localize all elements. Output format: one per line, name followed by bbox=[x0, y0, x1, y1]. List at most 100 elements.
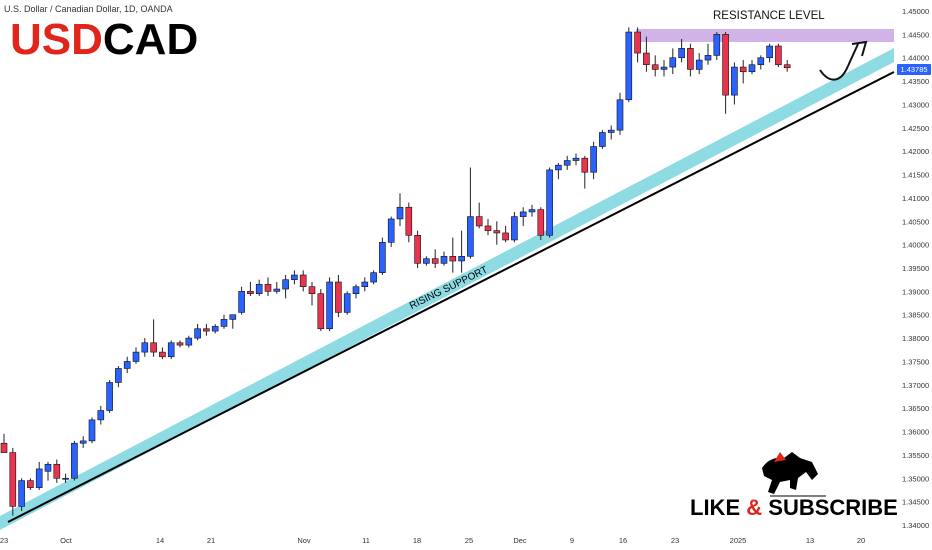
price-tick-label: 1.35500 bbox=[902, 451, 929, 460]
bullish-candle bbox=[669, 57, 677, 68]
bearish-candle bbox=[493, 230, 501, 234]
arrow-up-icon-head bbox=[847, 43, 859, 67]
bearish-candle bbox=[150, 342, 157, 353]
bullish-candle bbox=[607, 129, 615, 133]
time-tick-label: 9 bbox=[570, 536, 574, 545]
price-tick-label: 1.38500 bbox=[902, 311, 929, 320]
pair-title: USDCAD bbox=[10, 18, 198, 62]
bearish-candle bbox=[264, 284, 272, 292]
bullish-candle bbox=[370, 272, 377, 283]
bullish-candle bbox=[423, 258, 430, 264]
bullish-candle bbox=[44, 463, 52, 472]
bullish-candle bbox=[713, 34, 721, 56]
bearish-candle bbox=[9, 452, 17, 507]
bullish-candle bbox=[18, 480, 25, 507]
price-tick-label: 1.44000 bbox=[902, 54, 929, 63]
bullish-candle bbox=[291, 274, 298, 280]
bearish-candle bbox=[335, 281, 342, 313]
time-tick-label: 21 bbox=[207, 536, 215, 545]
price-tick-label: 1.42500 bbox=[902, 124, 929, 133]
cta-amp: & bbox=[746, 495, 763, 520]
resistance-label: RESISTANCE LEVEL bbox=[713, 10, 825, 22]
bearish-candle bbox=[247, 291, 254, 295]
bearish-candle bbox=[502, 232, 509, 241]
price-tick-label: 1.41000 bbox=[902, 194, 929, 203]
bearish-candle bbox=[475, 216, 483, 227]
bullish-candle bbox=[211, 326, 219, 332]
time-tick-label: Dec bbox=[513, 536, 527, 545]
bearish-candle bbox=[53, 463, 61, 479]
time-tick-label: Nov bbox=[297, 536, 311, 545]
bullish-candle bbox=[748, 64, 756, 73]
bullish-candle bbox=[704, 55, 712, 61]
rising-support-line bbox=[7, 71, 895, 523]
current-price-tag: 1.43785 bbox=[897, 64, 931, 75]
bullish-candle bbox=[572, 157, 580, 161]
time-tick-label: 2025 bbox=[730, 536, 747, 545]
candles-group bbox=[0, 27, 791, 516]
price-tick-label: 1.40500 bbox=[902, 217, 929, 226]
title-part-usd: USD bbox=[10, 15, 103, 64]
time-tick-label: 20 bbox=[857, 536, 865, 545]
price-tick-label: 1.37500 bbox=[902, 357, 929, 366]
bearish-candle bbox=[0, 442, 8, 453]
bearish-candle bbox=[449, 256, 457, 262]
bearish-candle bbox=[484, 225, 492, 231]
time-tick-label: 14 bbox=[156, 536, 164, 545]
bullish-candle bbox=[62, 477, 69, 480]
bullish-candle bbox=[766, 45, 773, 59]
bullish-candle bbox=[387, 218, 395, 243]
bullish-candle bbox=[123, 361, 131, 369]
bullish-candle bbox=[625, 31, 633, 101]
like-subscribe-banner[interactable]: LIKE & SUBSCRIBE bbox=[690, 497, 898, 519]
bearish-candle bbox=[203, 328, 210, 332]
bullish-candle bbox=[511, 216, 518, 241]
bearish-candle bbox=[405, 206, 413, 236]
time-axis[interactable]: 23 Oct 14 21 Nov 11 18 25 Dec 9 16 23 2025 13 20 bbox=[0, 536, 865, 545]
price-tick-label: 1.34500 bbox=[902, 498, 929, 507]
bearish-candle bbox=[431, 258, 439, 264]
time-tick-label: 16 bbox=[619, 536, 627, 545]
bullish-candle bbox=[678, 48, 685, 59]
time-tick-label: 25 bbox=[465, 536, 473, 545]
price-tick-label: 1.35000 bbox=[902, 474, 929, 483]
price-axis[interactable]: 1.45000 1.44500 1.44000 1.43500 1.43000 1.425… bbox=[902, 7, 929, 530]
cta-subscribe: SUBSCRIBE bbox=[768, 495, 898, 520]
bullish-candle bbox=[563, 160, 571, 166]
price-tick-label: 1.44500 bbox=[902, 30, 929, 39]
bullish-candle bbox=[106, 382, 113, 411]
bullish-candle bbox=[35, 468, 43, 488]
time-tick-label: 23 bbox=[0, 536, 8, 545]
arrow-head-shape bbox=[851, 40, 868, 57]
price-tick-label: 1.41500 bbox=[902, 171, 929, 180]
bullish-candle bbox=[167, 342, 175, 358]
price-tick-label: 1.43500 bbox=[902, 77, 929, 86]
price-tick-label: 1.39000 bbox=[902, 287, 929, 296]
bullish-candle bbox=[273, 288, 281, 292]
time-tick-label: 11 bbox=[362, 536, 370, 545]
bullish-candle bbox=[238, 291, 245, 313]
bearish-candle bbox=[643, 52, 650, 66]
bullish-candle bbox=[185, 337, 193, 346]
price-tick-label: 1.37000 bbox=[902, 381, 929, 390]
bullish-candle bbox=[590, 146, 597, 173]
bullish-candle bbox=[97, 410, 105, 421]
bullish-candle bbox=[229, 314, 237, 320]
price-tick-label: 1.36500 bbox=[902, 404, 929, 413]
projection-arrow bbox=[819, 40, 868, 81]
bullish-candle bbox=[326, 281, 333, 330]
bearish-candle bbox=[317, 293, 325, 330]
bullish-candle bbox=[379, 242, 386, 273]
bullish-candle bbox=[695, 59, 703, 70]
bullish-candle bbox=[660, 66, 668, 70]
price-tick-label: 1.36000 bbox=[902, 428, 929, 437]
bullish-candle bbox=[71, 442, 78, 479]
bullish-candle bbox=[352, 286, 360, 295]
time-tick-label: 13 bbox=[806, 536, 814, 545]
bullish-candle bbox=[546, 169, 553, 236]
bearish-candle bbox=[581, 157, 589, 173]
bullish-candle bbox=[343, 293, 351, 313]
time-tick-label: 23 bbox=[671, 536, 679, 545]
bearish-candle bbox=[687, 48, 694, 70]
bullish-candle bbox=[88, 419, 96, 442]
